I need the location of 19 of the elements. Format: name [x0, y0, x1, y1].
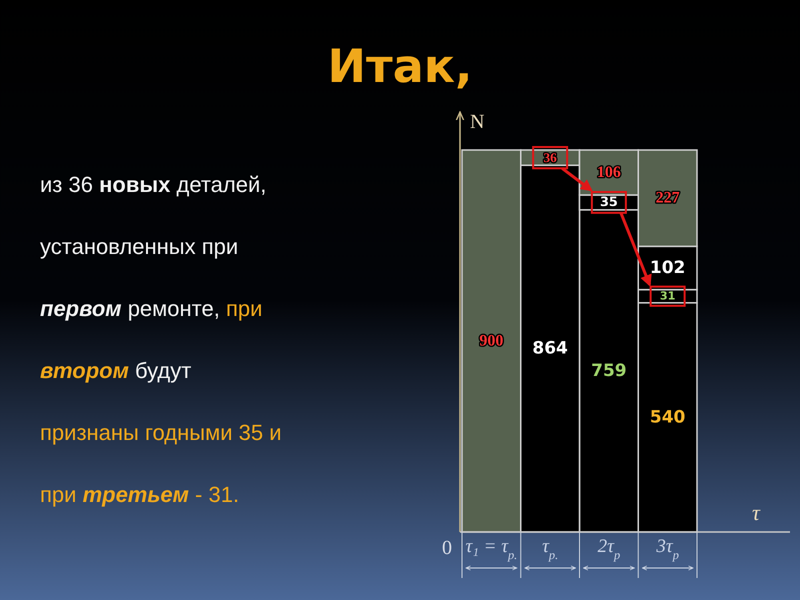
text: из 36 новых деталей, установленных при первом ремонте, при втором будут признаны годными 35 и при третьем - 31. [40, 172, 282, 507]
data-label: 106 [596, 164, 621, 181]
data-label: 31 [660, 290, 676, 303]
data-label: 759 [591, 360, 627, 381]
x-tick-label: τ$_{р.}$ [542, 536, 558, 562]
x-axis-title: τ [752, 500, 761, 525]
data-label: 35 [600, 194, 618, 210]
chart-title: Итак, [328, 39, 472, 93]
x-tick-label: 2τ$_{р}$ [598, 536, 620, 562]
data-label: 900 [479, 332, 504, 350]
data-label: 864 [532, 338, 568, 359]
x-tick-label: 3τ$_{р}$ [655, 536, 679, 562]
data-label: 540 [650, 407, 686, 428]
y-axis-title: N [470, 111, 484, 133]
data-label: 36 [543, 150, 558, 166]
data-label: 102 [650, 258, 686, 278]
x-tick-label: τ₁ = τ$_{р.}$ [465, 536, 518, 562]
text: 0 [442, 537, 452, 559]
data-label: 227 [656, 190, 680, 207]
